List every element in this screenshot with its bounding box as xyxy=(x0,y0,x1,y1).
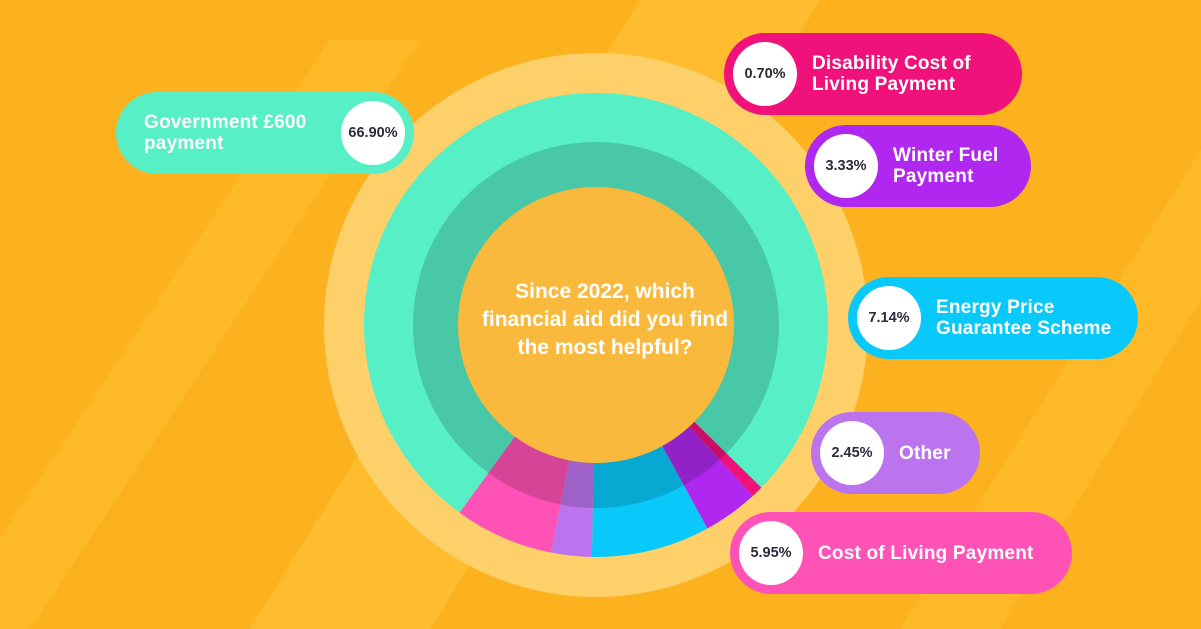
slice-other-inner xyxy=(560,459,594,508)
legend-winter-fuel-payment: 3.33% Winter Fuel Payment xyxy=(805,125,1031,207)
slice-cost-of-living-payment-inner xyxy=(488,435,570,505)
background-stripe xyxy=(0,40,420,629)
legend-value: 7.14% xyxy=(857,286,921,350)
legend-label: Other xyxy=(899,412,951,494)
legend-label: Cost of Living Payment xyxy=(818,512,1034,594)
legend-label-text: Energy Price Guarantee Scheme xyxy=(936,297,1112,339)
legend-label-text: Winter Fuel Payment xyxy=(893,145,999,187)
legend-government-600-payment: Government £600 payment 66.90% xyxy=(116,92,414,174)
slice-shade-other xyxy=(560,459,594,508)
legend-disability-cost-of-living-payment: 0.70% Disability Cost of Living Payment xyxy=(724,33,1022,115)
legend-label: Government £600 payment xyxy=(144,92,344,174)
chart-center xyxy=(458,187,734,463)
slice-disability-cost-of-living-payment xyxy=(719,452,762,496)
slice-other xyxy=(550,503,593,557)
legend-label-text: Government £600 payment xyxy=(144,112,307,154)
legend-energy-price-guarantee-scheme: 7.14% Energy Price Guarantee Scheme xyxy=(848,277,1138,359)
legend-value: 5.95% xyxy=(739,521,803,585)
inner-ring xyxy=(412,141,779,508)
slice-energy-price-guarantee-scheme xyxy=(591,484,708,557)
slice-disability-cost-of-living-payment-inner xyxy=(688,421,727,460)
chart-question: Since 2022, which financial aid did you … xyxy=(481,280,729,359)
legend-label-text: Other xyxy=(899,442,951,464)
slice-shade-disability-cost-of-living-payment xyxy=(688,421,727,460)
legend-value: 2.45% xyxy=(820,421,884,485)
legend-value: 66.90% xyxy=(341,101,405,165)
slice-winter-fuel-payment xyxy=(683,459,753,529)
legend-label-text: Cost of Living Payment xyxy=(818,542,1034,564)
legend-value: 0.70% xyxy=(733,42,797,106)
outer-ring xyxy=(364,93,829,557)
slice-winter-fuel-payment-inner xyxy=(661,425,720,486)
legend-label: Energy Price Guarantee Scheme xyxy=(936,277,1132,359)
legend-value: 3.33% xyxy=(814,134,878,198)
legend-label: Disability Cost of Living Payment xyxy=(812,33,1002,115)
slice-shade-winter-fuel-payment xyxy=(661,425,720,486)
legend-other: 2.45% Other xyxy=(811,412,980,494)
legend-label: Winter Fuel Payment xyxy=(893,125,1013,207)
slice-shade-cost-of-living-payment xyxy=(488,435,570,505)
legend-cost-of-living-payment: 5.95% Cost of Living Payment xyxy=(730,512,1072,594)
legend-label-text: Disability Cost of Living Payment xyxy=(812,53,971,95)
slice-cost-of-living-payment xyxy=(459,472,561,553)
background-stripe xyxy=(900,150,1201,629)
